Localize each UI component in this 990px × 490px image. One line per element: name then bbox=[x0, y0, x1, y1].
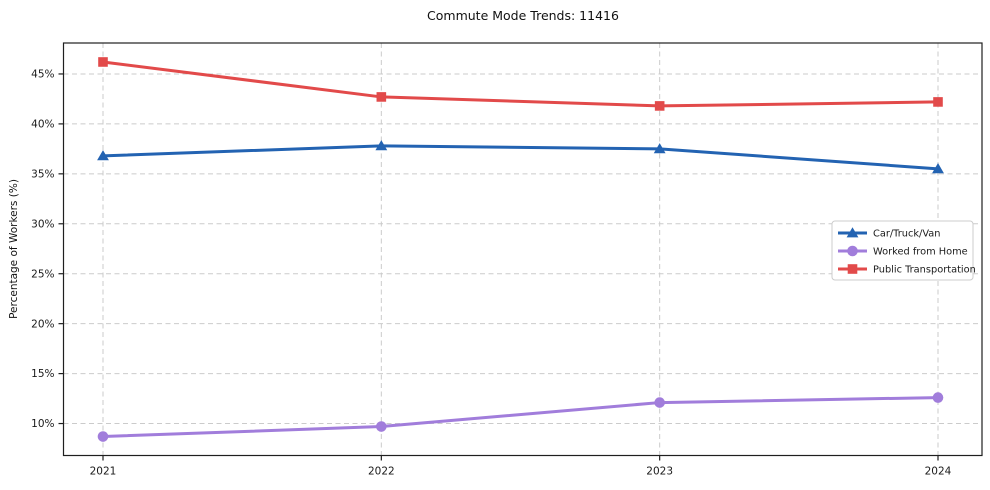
data-point-triangle-marker bbox=[375, 140, 388, 151]
legend-label: Worked from Home bbox=[873, 246, 968, 257]
y-tick-label: 35% bbox=[31, 168, 54, 180]
data-point-triangle-marker bbox=[97, 150, 109, 161]
data-point-circle-marker bbox=[654, 397, 665, 408]
data-point-circle-marker bbox=[97, 431, 109, 442]
x-tick-label: 2022 bbox=[368, 466, 395, 478]
chart-title: Commute Mode Trends: 11416 bbox=[427, 8, 619, 23]
legend-box bbox=[831, 220, 974, 281]
y-tick-label: 30% bbox=[31, 218, 54, 230]
x-tick-label: 2024 bbox=[925, 466, 952, 478]
y-tick-label: 25% bbox=[31, 268, 54, 280]
y-tick-label: 20% bbox=[31, 318, 54, 330]
data-point-triangle-marker bbox=[932, 163, 944, 174]
legend-item: Public Transportation bbox=[838, 264, 976, 275]
axis-frame bbox=[62, 42, 983, 457]
legend-square-marker bbox=[847, 264, 858, 274]
x-tick-label: 2023 bbox=[646, 466, 673, 478]
series-car-truck-van bbox=[97, 140, 944, 174]
series-line bbox=[101, 60, 940, 108]
data-point-square-marker bbox=[933, 97, 943, 107]
data-point-circle-marker bbox=[376, 421, 387, 432]
legend-label: Public Transportation bbox=[873, 264, 976, 275]
series-line bbox=[101, 144, 940, 171]
y-tick-label: 15% bbox=[31, 368, 54, 380]
x-tick-label: 2021 bbox=[90, 466, 117, 478]
legend-label: Car/Truck/Van bbox=[873, 228, 940, 239]
series-line bbox=[101, 396, 940, 439]
data-point-circle-marker bbox=[932, 392, 944, 403]
y-tick-label: 45% bbox=[31, 69, 54, 81]
legend-circle-marker bbox=[847, 245, 858, 257]
legend: Car/Truck/Van Worked from Home Public Tran… bbox=[831, 220, 976, 281]
data-point-triangle-marker bbox=[653, 143, 666, 154]
data-point-square-marker bbox=[376, 92, 387, 102]
y-tick-label: 40% bbox=[31, 119, 54, 131]
data-point-square-marker bbox=[654, 101, 665, 111]
legend-triangle-marker bbox=[846, 227, 859, 238]
legend-item: Worked from Home bbox=[838, 245, 968, 257]
series-worked-from-home bbox=[97, 392, 944, 442]
data-point-square-marker bbox=[98, 57, 108, 67]
series-public-transportation bbox=[98, 57, 943, 111]
y-tick-label: 10% bbox=[31, 418, 54, 430]
legend-item: Car/Truck/Van bbox=[838, 227, 940, 239]
y-axis-label: Percentage of Workers (%) bbox=[8, 179, 20, 319]
